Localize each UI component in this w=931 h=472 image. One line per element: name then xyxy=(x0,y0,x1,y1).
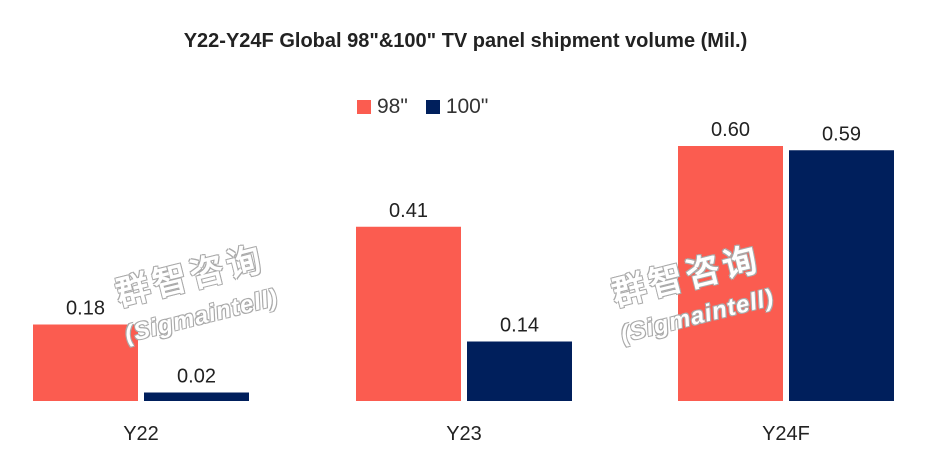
data-label-Y23-100: 0.14 xyxy=(500,315,539,337)
legend-item-100: 100" xyxy=(425,95,489,119)
bar-Y24F-100 xyxy=(789,150,894,401)
legend-swatch-100 xyxy=(425,100,440,114)
data-label-Y23-98: 0.41 xyxy=(389,200,428,222)
bar-Y23-100 xyxy=(467,341,572,401)
legend-swatch-98 xyxy=(357,100,371,114)
data-label-Y24F-100: 0.59 xyxy=(822,123,861,145)
bar-Y22-100 xyxy=(144,392,249,401)
data-label-Y22-100: 0.02 xyxy=(177,366,216,388)
legend-label-98: 98" xyxy=(377,95,408,118)
bar-Y24F-98 xyxy=(678,146,783,401)
bar-Y22-98 xyxy=(33,324,138,401)
bar-Y23-98 xyxy=(356,226,461,401)
legend-label-100: 100" xyxy=(445,95,489,118)
legend: 98" 100" xyxy=(357,95,488,119)
data-label-Y22-98: 0.18 xyxy=(66,298,105,320)
x-tick-label-Y22: Y22 xyxy=(123,423,159,445)
legend-item-98: 98" xyxy=(357,95,408,119)
x-tick-label-Y24F: Y24F xyxy=(762,423,810,445)
data-label-Y24F-98: 0.60 xyxy=(711,119,750,141)
chart-title: Y22-Y24F Global 98"&100" TV panel shipme… xyxy=(183,30,748,52)
x-tick-label-Y23: Y23 xyxy=(446,423,482,445)
